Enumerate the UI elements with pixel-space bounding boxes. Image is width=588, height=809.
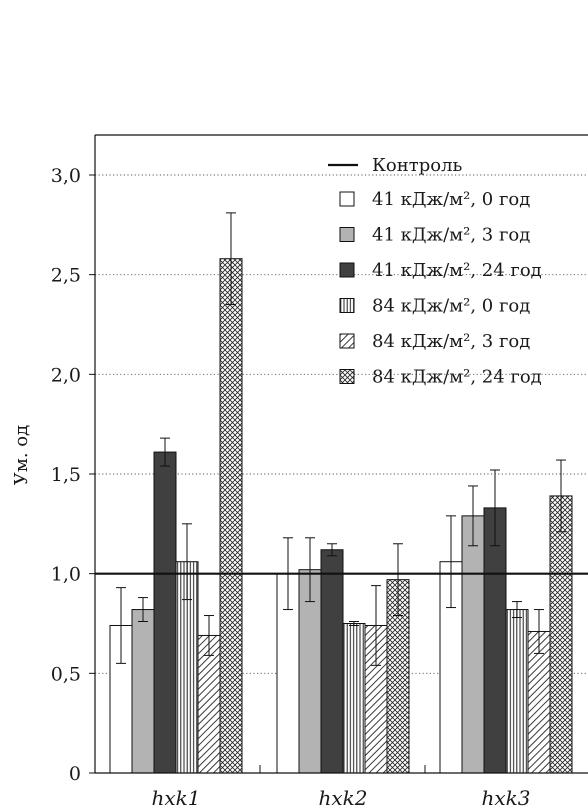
- bar: [461, 515, 485, 774]
- legend-swatch: [339, 298, 355, 313]
- legend-label: 84 кДж/м², 0 год: [372, 296, 530, 317]
- y-tick-label: 2,0: [51, 364, 81, 386]
- bar: [342, 623, 366, 774]
- legend: Контроль 41 кДж/м², 0 год 41 кДж/м², 3 год…: [328, 155, 542, 388]
- y-tick-label: 0: [69, 763, 81, 785]
- bar: [153, 451, 177, 774]
- y-tick-label: 1,0: [51, 564, 81, 586]
- legend-swatch: [339, 369, 355, 384]
- y-tick-label: 3,0: [51, 165, 81, 187]
- category-label: hxk1: [151, 786, 200, 809]
- bar: [131, 609, 155, 774]
- bar: [549, 495, 573, 774]
- y-axis-label: Ум. од: [11, 425, 32, 485]
- bar: [483, 507, 507, 774]
- category-label: hxk3: [481, 786, 530, 809]
- bar: [320, 549, 344, 774]
- y-tick-label: 0,5: [51, 663, 81, 685]
- y-tick-label: 1,5: [51, 464, 81, 486]
- legend-swatch: [339, 333, 355, 349]
- legend-swatch: [339, 227, 355, 242]
- bar: [197, 634, 221, 774]
- legend-label: 84 кДж/м², 3 год: [372, 331, 530, 352]
- legend-label: Контроль: [372, 155, 463, 176]
- bar: [505, 609, 529, 774]
- legend-swatch: [339, 262, 355, 278]
- legend-swatch: [339, 191, 355, 207]
- axes: 0 0,5 1,0 1,5 2,0 2,5 3,0 hxk1 hxk2 hxk3 Ум. од: [11, 134, 588, 809]
- category-label: hxk2: [318, 786, 367, 809]
- legend-label: 84 кДж/м², 24 год: [372, 367, 542, 388]
- legend-label: 41 кДж/м², 3 год: [372, 225, 530, 246]
- legend-label: 41 кДж/м², 24 год: [372, 260, 542, 281]
- legend-label: 41 кДж/м², 0 год: [372, 189, 530, 210]
- bar: [219, 258, 243, 774]
- y-tick-label: 2,5: [51, 265, 81, 287]
